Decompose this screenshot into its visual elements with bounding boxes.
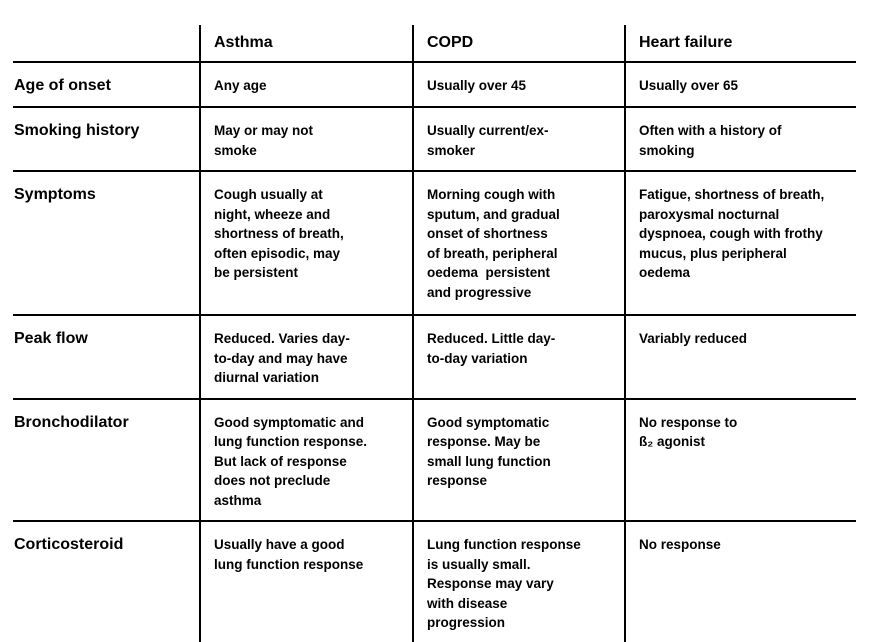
table-cell-asthma-smoking: May or may not smoke	[199, 107, 413, 172]
table-cell-asthma-peak-flow: Reduced. Varies day- to-day and may have…	[199, 315, 413, 400]
table-cell-asthma-bronchodilator: Good symptomatic and lung function respo…	[199, 398, 413, 522]
table-cell-asthma-age: Any age	[199, 62, 413, 108]
table-cell-heart-failure-symptoms: Fatigue, shortness of breath, paroxysmal…	[624, 171, 856, 316]
table-cell-heart-failure-bronchodilator: No response to ß₂ agonist	[624, 398, 856, 522]
table-row-smoking-history: Smoking history May or may not smoke Usu…	[13, 107, 856, 172]
column-header-blank	[13, 25, 200, 63]
table-cell-asthma-symptoms: Cough usually at night, wheeze and short…	[199, 171, 413, 316]
row-label-smoking-history: Smoking history	[13, 107, 200, 172]
table-cell-heart-failure-age: Usually over 65	[624, 62, 856, 108]
table-row-peak-flow: Peak flow Reduced. Varies day- to-day an…	[13, 315, 856, 400]
table-cell-copd-age: Usually over 45	[412, 62, 625, 108]
row-label-bronchodilator: Bronchodilator	[13, 398, 200, 522]
row-label-peak-flow: Peak flow	[13, 315, 200, 400]
table-cell-heart-failure-peak-flow: Variably reduced	[624, 315, 856, 400]
row-label-symptoms: Symptoms	[13, 171, 200, 316]
table-row-bronchodilator: Bronchodilator Good symptomatic and lung…	[13, 398, 856, 522]
table-cell-copd-peak-flow: Reduced. Little day- to-day variation	[412, 315, 625, 400]
table-cell-copd-bronchodilator: Good symptomatic response. May be small …	[412, 398, 625, 522]
table-row-symptoms: Symptoms Cough usually at night, wheeze …	[13, 171, 856, 316]
header-row: Asthma COPD Heart failure	[13, 25, 856, 63]
table-cell-heart-failure-smoking: Often with a history of smoking	[624, 107, 856, 172]
column-header-asthma: Asthma	[199, 25, 413, 63]
row-label-age-of-onset: Age of onset	[13, 62, 200, 108]
column-header-heart-failure: Heart failure	[624, 25, 856, 63]
column-header-copd: COPD	[412, 25, 625, 63]
table-cell-copd-symptoms: Morning cough with sputum, and gradual o…	[412, 171, 625, 316]
table-row-corticosteroid: Corticosteroid Usually have a good lung …	[13, 521, 856, 642]
table-cell-copd-corticosteroid: Lung function response is usually small.…	[412, 521, 625, 642]
table-cell-copd-smoking: Usually current/ex- smoker	[412, 107, 625, 172]
row-label-corticosteroid: Corticosteroid	[14, 536, 124, 553]
comparison-table: Asthma COPD Heart failure Age of onset A…	[13, 25, 856, 642]
table-row-age-of-onset: Age of onset Any age Usually over 45 Usu…	[13, 62, 856, 108]
table-cell-asthma-corticosteroid: Usually have a good lung function respon…	[199, 521, 413, 642]
table-cell-heart-failure-corticosteroid: No response	[624, 521, 856, 642]
